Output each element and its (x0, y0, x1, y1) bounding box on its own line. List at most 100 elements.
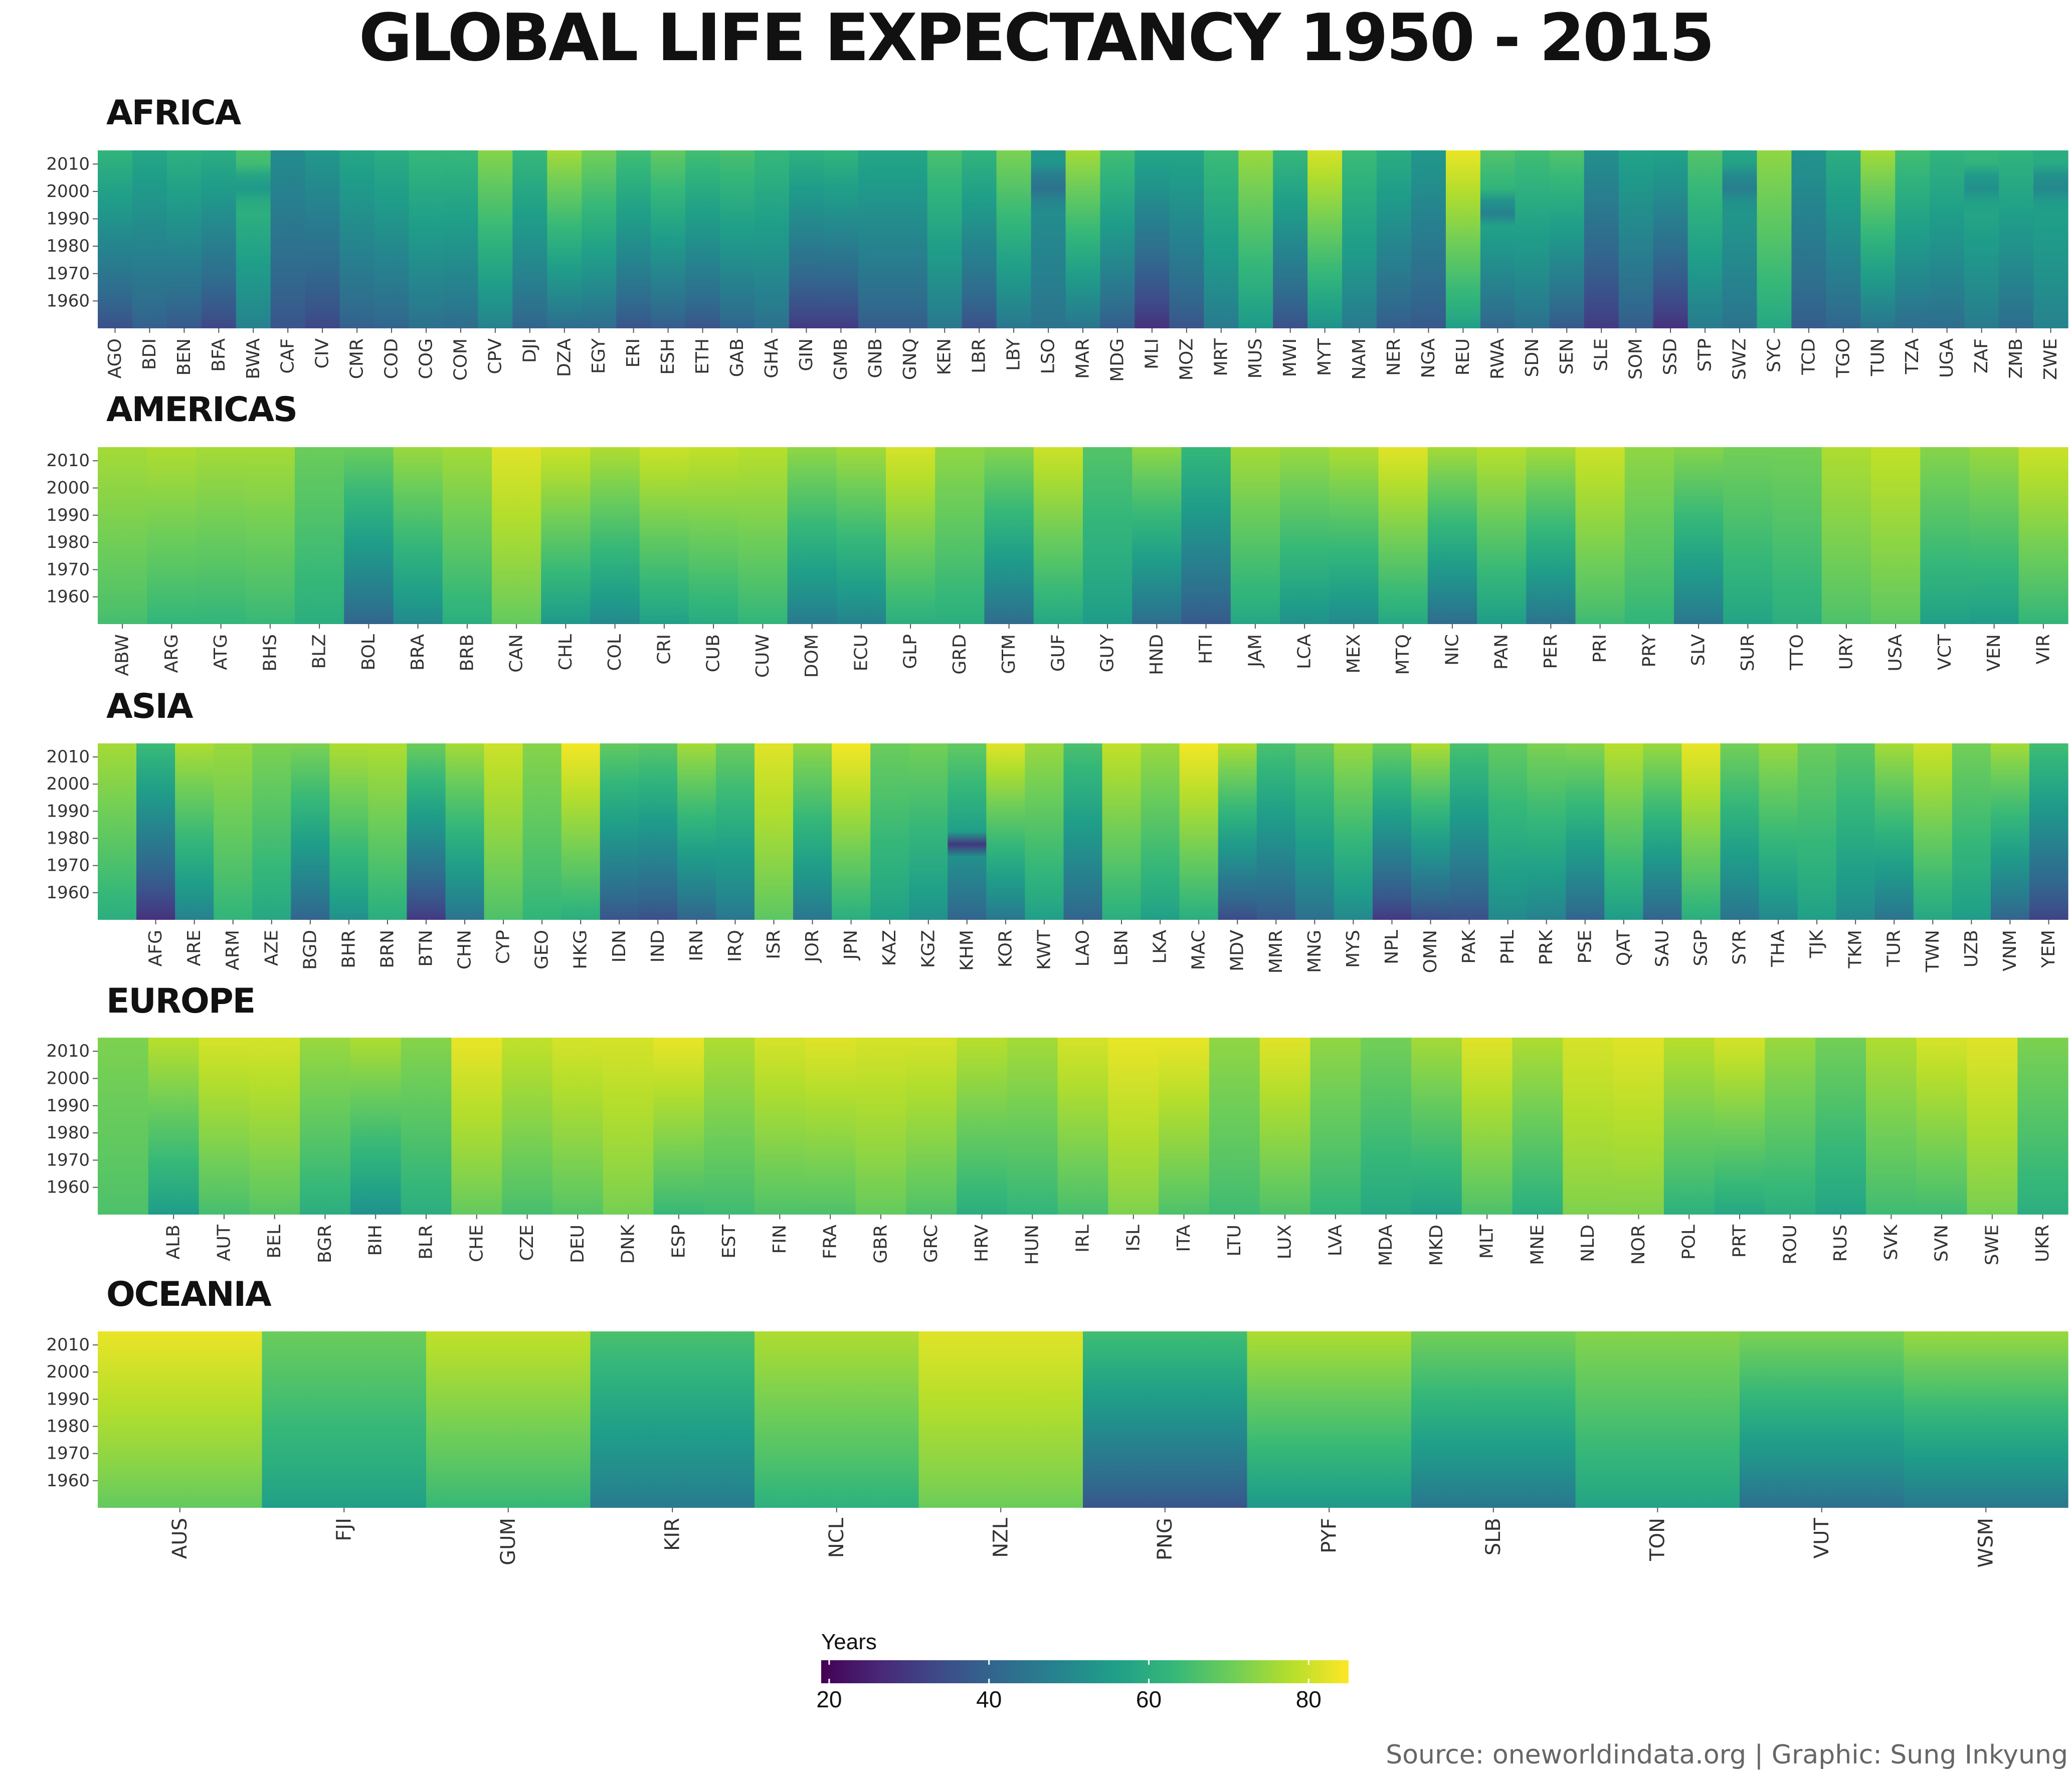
x-tick-label: NOR (1628, 1225, 1649, 1265)
heat-cell-ton (1575, 1331, 1740, 1508)
heat-cell-col (590, 447, 640, 624)
heat-cell-svn (1916, 1038, 1968, 1215)
chart-title: GLOBAL LIFE EXPECTANCY 1950 - 2015 (359, 0, 1713, 76)
heat-cell-mkd (1411, 1038, 1462, 1215)
x-tick-label: CPV (485, 338, 505, 374)
heat-cell-aus (98, 1331, 263, 1508)
x-tick-label: MLI (1142, 338, 1162, 369)
heat-cell-lbn (1102, 743, 1142, 920)
heat-cell-ben (166, 150, 202, 328)
x-tick-label: BHR (338, 930, 359, 968)
x-tick-label: BWA (243, 338, 264, 379)
x-tick-label: TUR (1884, 930, 1905, 967)
x-tick-label: PRY (1639, 634, 1659, 667)
heat-cell-lka (1141, 743, 1180, 920)
heat-cell-svk (1865, 1038, 1917, 1215)
heat-cell-reu (1445, 150, 1481, 328)
heat-cell-zmb (1999, 150, 2034, 328)
x-tick-label: SEN (1557, 338, 1577, 375)
x-tick-label: GUM (497, 1518, 520, 1565)
x-tick-label: GIN (796, 338, 817, 371)
heat-cell-mdv (1218, 743, 1257, 920)
heat-cell-vnm (1990, 743, 2030, 920)
x-tick-label: SSD (1660, 338, 1681, 375)
x-tick-label: SAU (1652, 930, 1672, 967)
x-tick-label: JPN (841, 930, 861, 960)
heat-cell-che (451, 1038, 502, 1215)
x-tick-label: CHN (455, 930, 475, 969)
heat-cell-mli (1135, 150, 1170, 328)
x-tick-label: CYP (493, 930, 514, 964)
x-tick-label: DOM (802, 634, 822, 678)
x-tick-label: KIR (661, 1518, 684, 1551)
heat-cell-pol (1663, 1038, 1715, 1215)
heat-cell-prk (1527, 743, 1566, 920)
x-tick-label: LTU (1224, 1225, 1245, 1256)
x-tick-label: NGA (1418, 338, 1439, 378)
heat-cell-chl (541, 447, 591, 624)
heat-cell-wsm (1904, 1331, 2068, 1508)
x-tick-label: MEX (1344, 634, 1364, 673)
heat-cell-fin (755, 1038, 806, 1215)
x-tick-label: DEU (568, 1225, 588, 1263)
heat-cell-sur (1723, 447, 1773, 624)
x-tick-label: PRI (1590, 634, 1610, 663)
x-tick-label: SOM (1626, 338, 1646, 379)
x-tick-label: GLP (900, 634, 921, 669)
heat-cell-bih (350, 1038, 402, 1215)
heat-cell-civ (305, 150, 340, 328)
x-tick-label: VIR (2033, 634, 2053, 664)
region-label: OCEANIA (106, 1275, 272, 1314)
x-tick-label: ALB (163, 1225, 184, 1259)
heat-cell-lux (1259, 1038, 1311, 1215)
y-tick-label: 1980 (46, 1417, 90, 1437)
x-tick-label: GMB (831, 338, 851, 380)
x-tick-label: NPL (1382, 930, 1402, 964)
panels-layer: AFRICA AGO BDI BEN BFA BWA CAF CIV CMR COD COG COM C… (46, 93, 2068, 1567)
heat-cell-pse (1566, 743, 1605, 920)
x-tick-label: CAN (506, 634, 527, 673)
heat-cell-syc (1757, 150, 1792, 328)
x-tick-label: IND (648, 930, 668, 962)
heat-cell-khm (948, 743, 987, 920)
heat-cell-jpn (832, 743, 871, 920)
x-tick-label: KGZ (918, 930, 938, 968)
heat-cell-cmr (339, 150, 375, 328)
x-tick-label: PAN (1491, 634, 1512, 670)
y-tick-label: 1970 (46, 559, 90, 579)
heat-cell-pak (1450, 743, 1489, 920)
heat-cell-cuw (738, 447, 788, 624)
heat-cell-abw (98, 447, 147, 624)
heat-cell-mex (1329, 447, 1379, 624)
x-tick-label: HKG (571, 930, 591, 969)
heat-cell-swz (1722, 150, 1758, 328)
x-tick-label: BOL (358, 634, 379, 670)
x-tick-label: CMR (347, 338, 367, 379)
x-tick-label: BRA (408, 634, 428, 671)
y-tick-label: 1960 (46, 291, 90, 311)
panel-europe: EUROPE ALB AUT BEL BGR BIH BLR CHE CZE DEU DNK ESP E… (46, 981, 2068, 1266)
y-tick-label: 1970 (46, 264, 90, 284)
x-tick-label: SVK (1881, 1224, 1902, 1260)
x-tick-label: ERI (623, 338, 644, 367)
heat-cell-cog (409, 150, 444, 328)
heat-cell-jam (1230, 447, 1280, 624)
source-caption: Source: oneworldindata.org | Graphic: Su… (1386, 1740, 2068, 1770)
heat-cell-gmb (823, 150, 859, 328)
heat-cell-grc (906, 1038, 957, 1215)
heat-cell-fji (262, 1331, 427, 1508)
x-tick-label: GNQ (900, 338, 920, 380)
heat-cell-pan (1477, 447, 1527, 624)
x-tick-label: BEN (174, 338, 195, 375)
heat-cell-kgz (909, 743, 948, 920)
heat-cell-bdi (132, 150, 167, 328)
heat-cell-guy (1083, 447, 1133, 624)
heat-cell-ind (638, 743, 678, 920)
heat-cell-tkm (1836, 743, 1875, 920)
heat-cell-lao (1063, 743, 1103, 920)
heat-cell-irn (677, 743, 716, 920)
region-label: AMERICAS (106, 390, 297, 430)
heat-cell-mlt (1461, 1038, 1513, 1215)
x-tick-label: MNE (1527, 1225, 1548, 1265)
heat-cell-ecu (836, 447, 886, 624)
